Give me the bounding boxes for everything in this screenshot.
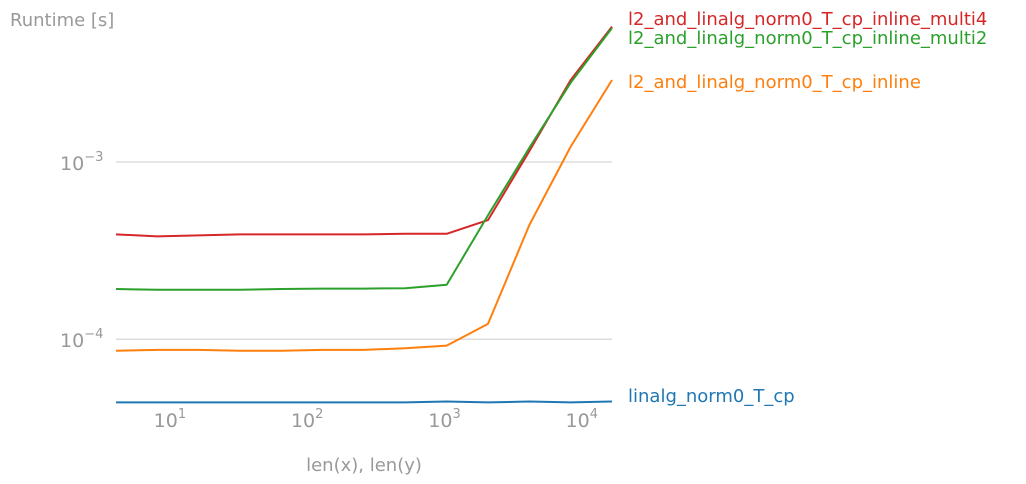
series-line <box>115 27 613 291</box>
series-line <box>116 400 613 404</box>
x-tick-label: 102 <box>291 407 323 432</box>
y-tick-label: 10−4 <box>60 327 103 352</box>
x-tick-label: 104 <box>566 407 598 432</box>
series-line <box>115 79 613 352</box>
x-ticks: 101 102 103 104 <box>154 407 598 432</box>
series-label: linalg_norm0_T_cp <box>628 386 795 407</box>
y-tick-label: 10−3 <box>60 150 103 175</box>
series-label: l2_and_linalg_norm0_T_cp_inline_multi4 <box>628 9 987 30</box>
grid-layer <box>116 161 612 340</box>
x-tick-label: 101 <box>154 407 186 432</box>
lines-layer <box>115 25 613 404</box>
x-tick-label: 103 <box>428 407 460 432</box>
series-label: l2_and_linalg_norm0_T_cp_inline_multi2 <box>628 28 987 49</box>
series-line <box>115 25 613 238</box>
x-axis-label: len(x), len(y) <box>306 455 422 476</box>
y-axis-label: Runtime [s] <box>10 10 114 31</box>
y-ticks: 10−4 10−3 <box>60 150 103 352</box>
series-label: l2_and_linalg_norm0_T_cp_inline <box>628 72 921 93</box>
series-labels: l2_and_linalg_norm0_T_cp_inline_multi4l2… <box>628 9 987 407</box>
